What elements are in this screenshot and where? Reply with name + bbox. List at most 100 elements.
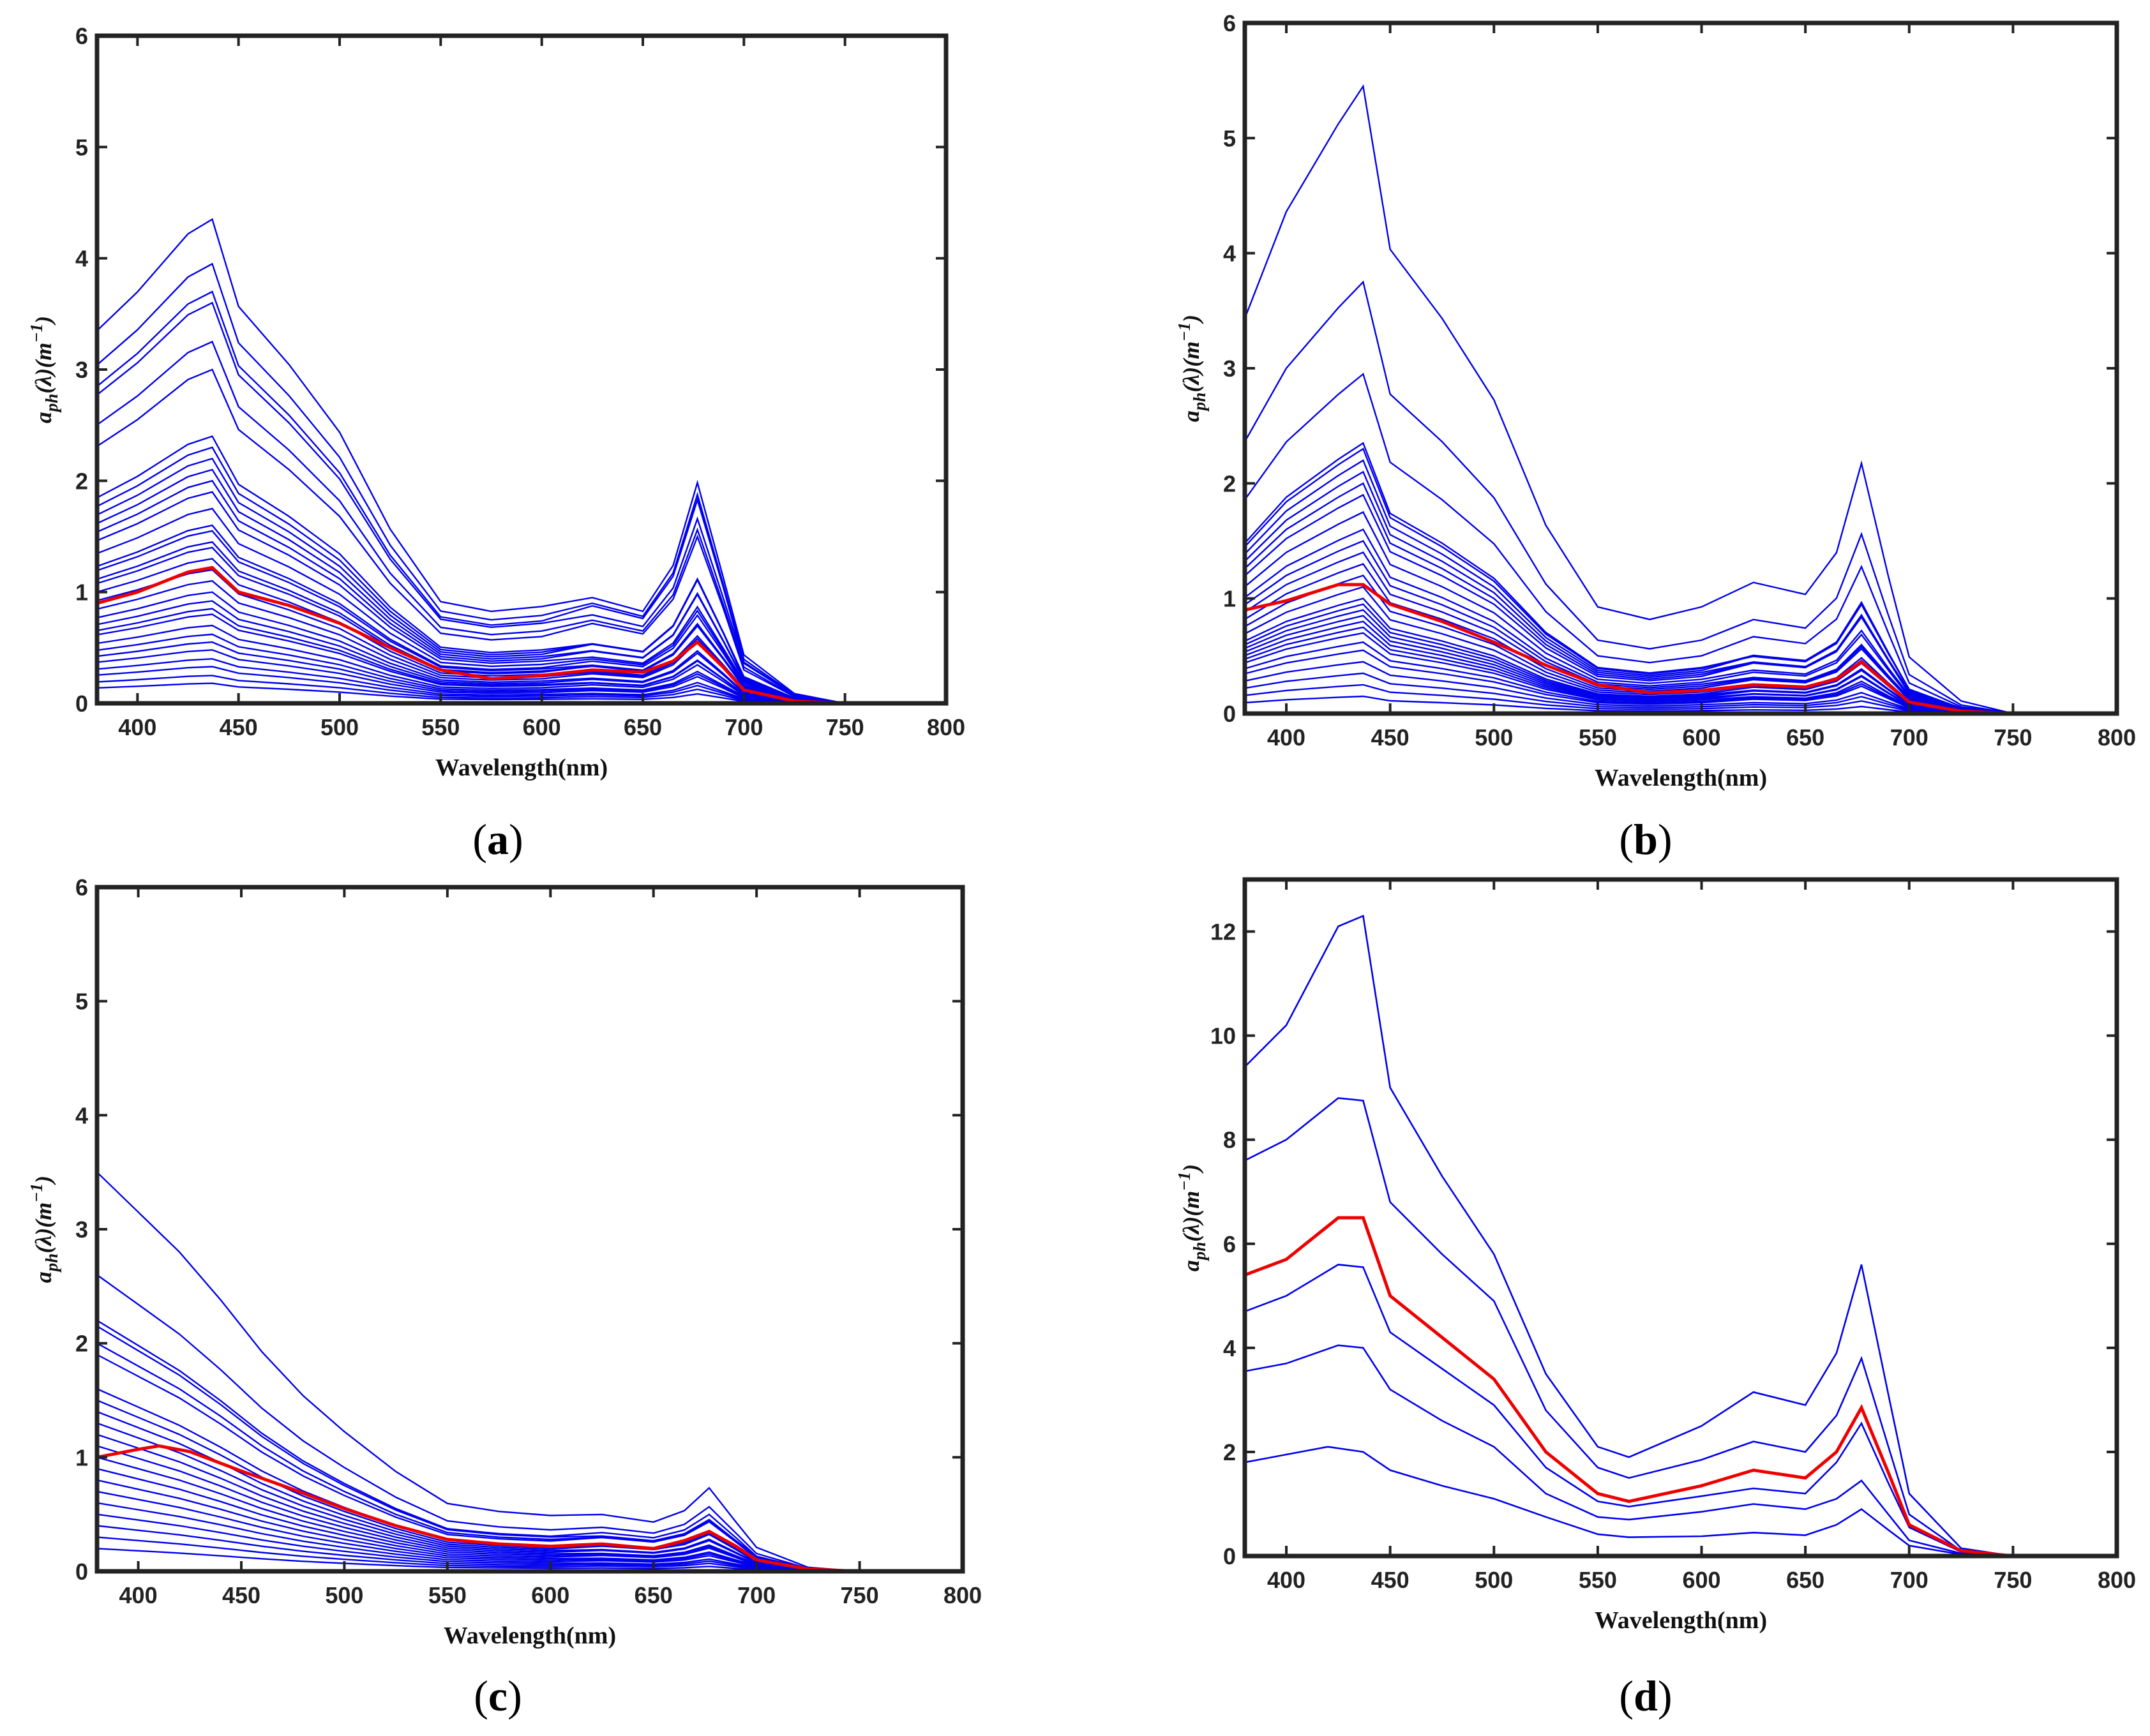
y-axis-label-c: aph(λ)(m−1): [27, 1176, 61, 1283]
x-tick-label: 400: [1267, 1567, 1305, 1593]
y-tick-label: 2: [1223, 470, 1236, 497]
spectra-lines-a: [96, 218, 946, 705]
x-tick-label: 700: [1890, 1567, 1928, 1593]
x-tick-label: 550: [1579, 1567, 1617, 1593]
spectrum-line-b-14: [1244, 563, 2117, 715]
y-tick-label: 1: [75, 580, 88, 606]
x-tick-label: 800: [2098, 1567, 2136, 1593]
spectrum-line-b-26: [1244, 661, 2117, 715]
x-axis-label-d: Wavelength(nm): [1595, 1607, 1767, 1634]
x-tick-label: 750: [1994, 724, 2032, 751]
y-tick-label: 4: [1223, 241, 1236, 267]
spectrum-line-a-25: [96, 624, 946, 705]
spectrum-line-c-1: [96, 1171, 963, 1573]
ticks-d: 400 450 500 550 600 650 700 750 800 0 2 4 6 8 10 12: [1210, 879, 2136, 1593]
y-tick-label: 2: [75, 1331, 88, 1357]
x-tick-label: 750: [826, 714, 864, 740]
y-tick-label: 0: [75, 1559, 88, 1585]
x-tick-label: 800: [943, 1582, 982, 1608]
y-tick-label: 3: [75, 1216, 88, 1243]
spectrum-line-a-22: [96, 600, 946, 705]
x-tick-label: 400: [119, 1582, 158, 1608]
spectra-lines-c: [96, 1171, 963, 1573]
x-tick-label: 800: [2098, 724, 2136, 751]
x-tick-label: 650: [635, 1582, 673, 1608]
spectrum-line-a-9: [96, 458, 946, 705]
spectrum-line-a-13: [96, 507, 946, 705]
y-axis-label-a: aph(λ)(m−1): [27, 316, 61, 423]
axes-frame-c: [94, 885, 965, 1574]
spectrum-line-b-24: [1244, 641, 2117, 715]
spectrum-line-b-1: [1244, 84, 2117, 715]
y-tick-label: 4: [75, 1102, 88, 1128]
ticks-c: 400 450 500 550 600 650 700 750 800 0 1 2 3 4 5 6: [75, 874, 982, 1608]
y-axis-label-d: aph(λ)(m−1): [1175, 1164, 1209, 1271]
spectrum-line-c-18: [96, 1513, 963, 1573]
spectrum-line-c-20: [96, 1536, 963, 1573]
x-tick-label: 500: [1475, 724, 1513, 751]
x-axis-label-a: Wavelength(nm): [435, 754, 608, 781]
panel-label-a: (a): [472, 815, 523, 864]
panel-d: 400 450 500 550 600 650 700 750 800 0 2 4 6 8 10 12 Wav…: [1175, 877, 2136, 1634]
spectrum-line-d-2: [1244, 1097, 2117, 1557]
y-tick-label: 6: [75, 874, 88, 901]
x-tick-label: 700: [737, 1582, 776, 1608]
panel-label-d: (d): [1619, 1672, 1672, 1720]
x-tick-label: 400: [1267, 724, 1305, 751]
mean-line-c: [96, 1444, 963, 1573]
x-tick-label: 550: [421, 714, 460, 740]
x-tick-label: 450: [222, 1582, 260, 1608]
x-tick-label: 550: [1579, 724, 1617, 751]
spectrum-line-b-23: [1244, 632, 2117, 715]
spectrum-line-a-3: [96, 290, 946, 705]
y-tick-label: 2: [75, 468, 88, 494]
y-tick-label: 6: [75, 23, 88, 49]
mean-line-a: [96, 565, 946, 705]
spectrum-line-a-31: [96, 675, 946, 705]
panel-b: 400 450 500 550 600 650 700 750 800 0 1 2 3 4 5 6 Wavel…: [1175, 10, 2136, 791]
spectrum-line-b-20: [1244, 615, 2117, 715]
y-tick-label: 8: [1223, 1127, 1236, 1153]
y-tick-label: 0: [1223, 701, 1236, 727]
spectrum-line-c-6: [96, 1354, 963, 1573]
y-tick-label: 5: [1223, 125, 1236, 151]
spectrum-line-a-32: [96, 682, 946, 705]
spectrum-line-b-28: [1244, 684, 2117, 715]
spectrum-line-b-9: [1244, 493, 2117, 715]
y-tick-label: 12: [1210, 919, 1236, 945]
y-tick-label: 5: [75, 134, 88, 160]
spectrum-line-b-8: [1244, 482, 2117, 715]
spectrum-line-a-1: [96, 218, 946, 705]
y-tick-label: 3: [75, 357, 88, 383]
spectrum-line-b-3: [1244, 372, 2117, 715]
spectrum-line-d-1: [1244, 915, 2117, 1557]
axes-frame-b: [1242, 20, 2119, 716]
spectrum-line-d-3: [1244, 1264, 2117, 1557]
spectrum-line-b-2: [1244, 280, 2117, 715]
spectrum-line-b-10: [1244, 511, 2117, 715]
x-tick-label: 550: [428, 1582, 467, 1608]
y-tick-label: 0: [75, 691, 88, 717]
panel-label-c: (c): [474, 1672, 522, 1720]
spectrum-line-c-19: [96, 1525, 963, 1573]
x-axis-label-c: Wavelength(nm): [444, 1622, 616, 1649]
axes-frame-d: [1242, 877, 2119, 1559]
x-tick-label: 500: [320, 714, 359, 740]
spectrum-line-a-6: [96, 368, 946, 705]
x-tick-label: 500: [325, 1582, 363, 1608]
y-tick-label: 4: [75, 246, 88, 272]
x-tick-label: 650: [1786, 724, 1824, 751]
axes-frame-a: [94, 33, 949, 706]
x-tick-label: 400: [118, 714, 156, 740]
spectrum-line-a-12: [96, 491, 946, 705]
spectrum-line-b-6: [1244, 459, 2117, 715]
x-tick-label: 600: [1682, 1567, 1720, 1593]
spectrum-line-d-4: [1244, 1344, 2117, 1557]
x-tick-label: 600: [531, 1582, 569, 1608]
x-axis-label-b: Wavelength(nm): [1595, 765, 1767, 791]
spectrum-line-d-5: [1244, 1446, 2117, 1557]
spectrum-line-c-14: [96, 1468, 963, 1573]
spectrum-line-c-4: [96, 1325, 963, 1573]
spectrum-line-a-24: [96, 613, 946, 705]
